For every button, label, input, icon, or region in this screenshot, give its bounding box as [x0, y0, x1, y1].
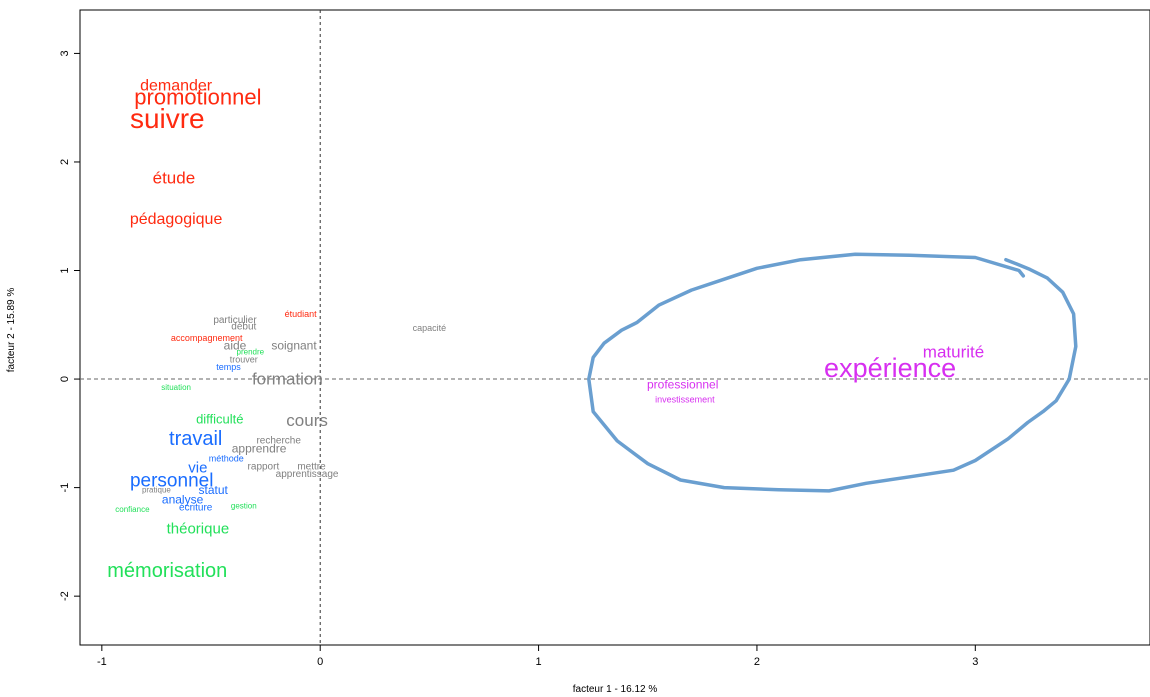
word-point: prendre [237, 347, 265, 356]
word-point: rapport [248, 462, 280, 473]
y-axis-label: facteur 2 - 15.89 % [6, 288, 17, 373]
cluster-outline [587, 252, 1078, 493]
y-tick-label: -1 [59, 483, 71, 493]
word-point: théorique [167, 520, 230, 537]
word-point: confiance [115, 505, 150, 514]
word-point: cours [286, 411, 328, 430]
word-point: apprendre [232, 442, 287, 456]
word-point: maturité [923, 342, 984, 361]
word-point: promotionnel [134, 84, 261, 109]
word-point: recherche [256, 435, 301, 446]
word-point: professionnel [647, 378, 718, 392]
word-point: analyse [162, 493, 204, 507]
y-axis: -2 -1 0 1 2 3 [59, 50, 80, 601]
word-point: aide [224, 338, 247, 352]
x-tick-label: 1 [536, 656, 542, 668]
word-point: soignant [271, 338, 317, 352]
word-point: étude [153, 169, 196, 188]
x-tick-label: 3 [972, 656, 978, 668]
x-axis-label: facteur 1 - 16.12 % [573, 684, 658, 695]
x-tick-label: 2 [754, 656, 760, 668]
word-point: apprentissage [276, 469, 339, 480]
word-point: gestion [231, 502, 257, 511]
y-tick-label: 0 [59, 376, 71, 382]
word-point: travail [169, 428, 222, 450]
word-point: temps [216, 362, 241, 372]
word-point: étudiant [285, 309, 318, 319]
word-point: difficulté [196, 412, 243, 427]
word-point: pédagogique [130, 211, 223, 228]
y-tick-label: 3 [59, 50, 71, 56]
word-point: suivre [130, 103, 205, 134]
y-tick-label: -2 [59, 591, 71, 601]
word-point: investissement [655, 395, 715, 405]
word-point: demander [140, 78, 213, 95]
plot-frame [79, 9, 1150, 646]
word-point: méthode [209, 453, 244, 463]
x-tick-label: 0 [317, 656, 323, 668]
word-point: accompagnement [171, 333, 243, 343]
word-point: mémorisation [107, 560, 227, 582]
x-tick-label: -1 [97, 656, 107, 668]
word-point: formation [252, 370, 323, 389]
word-point: début [231, 322, 256, 333]
word-point: trouver [230, 355, 258, 365]
word-point: pratique [142, 485, 171, 494]
word-point: particulier [213, 315, 257, 326]
y-tick-label: 2 [59, 159, 71, 165]
x-axis: -1 0 1 2 3 [97, 645, 978, 668]
word-point: écriture [179, 503, 213, 514]
word-point: vie [188, 460, 207, 477]
word-point: mettre [297, 462, 326, 473]
word-point: situation [161, 383, 191, 392]
word-point: personnel [130, 471, 213, 492]
word-point: expérience [824, 353, 956, 383]
word-point: capacité [413, 323, 447, 333]
y-tick-label: 1 [59, 267, 71, 273]
word-point: statut [199, 483, 229, 497]
